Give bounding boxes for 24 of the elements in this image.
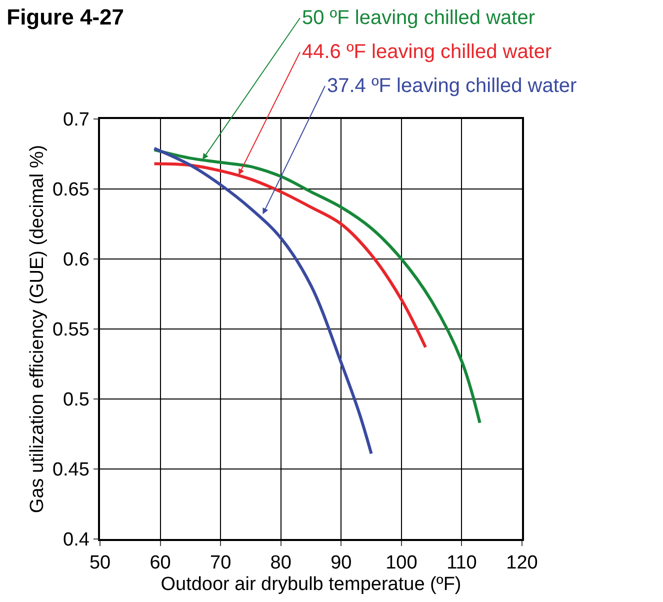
- annotation: 50 ºF leaving chilled water: [302, 7, 536, 29]
- x-tick-label: 90: [330, 552, 352, 574]
- y-axis-title: Gas utilization efficiency (GUE) (decimal %): [26, 144, 48, 514]
- line-series: [152, 162, 428, 349]
- y-tick-label: 0.4: [63, 530, 90, 551]
- x-tick-label: 70: [210, 552, 232, 574]
- y-tick-label: 0.45: [52, 460, 90, 481]
- chart-title: Figure 4-27: [6, 4, 124, 30]
- x-axis-title: Outdoor air drybulb temperatue (ºF): [160, 574, 462, 595]
- y-tick-label: 0.65: [52, 180, 90, 201]
- annotation: 44.6 ºF leaving chilled water: [302, 41, 552, 63]
- x-tick-label: 60: [150, 552, 171, 574]
- x-tick-label: 110: [446, 552, 477, 574]
- y-tick-label: 0.5: [63, 390, 90, 411]
- line-series: [152, 146, 373, 456]
- x-tick-label: 100: [386, 552, 418, 574]
- line-series: [152, 148, 482, 424]
- y-tick-label: 0.55: [52, 320, 90, 341]
- y-tick-label: 0.6: [63, 250, 90, 271]
- y-tick-label: 0.7: [63, 110, 90, 131]
- x-tick-label: 120: [506, 552, 538, 574]
- annotation: 37.4 ºF leaving chilled water: [327, 75, 577, 97]
- x-tick-label: 80: [270, 552, 292, 574]
- x-tick-label: 50: [89, 552, 111, 574]
